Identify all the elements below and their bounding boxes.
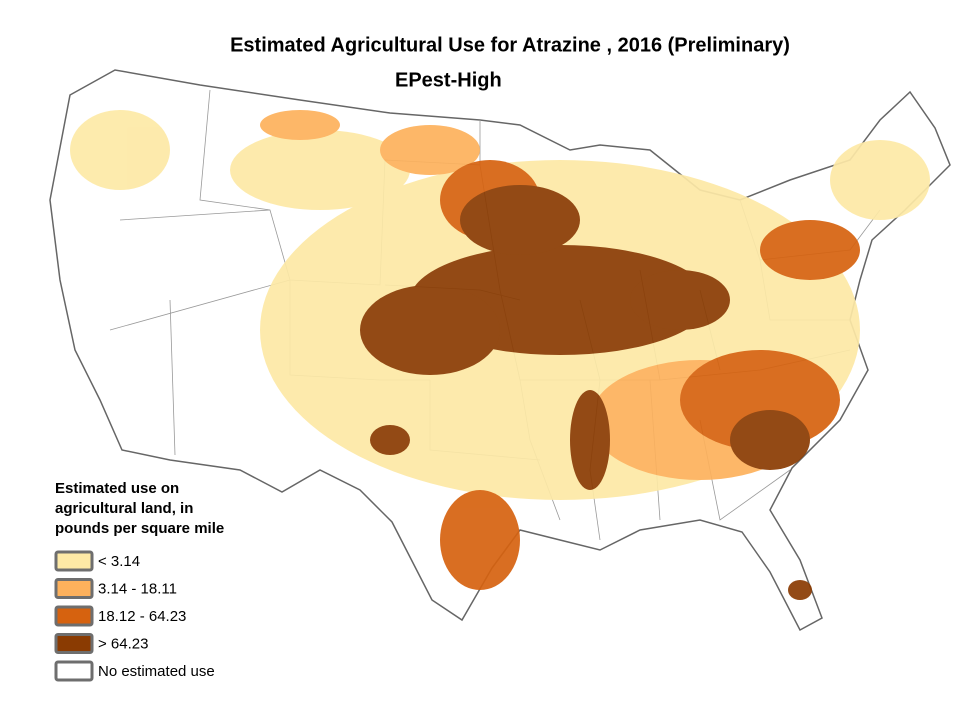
legend-label: 18.12 - 64.23 [98,608,186,625]
use-area [788,580,812,600]
use-area [630,270,730,330]
use-area [460,185,580,255]
legend: Estimated use on agricultural land, in pou… [54,480,224,682]
legend-swatch [54,660,94,682]
legend-label: 3.14 - 18.11 [98,580,177,597]
legend-label: > 64.23 [98,635,148,652]
use-area [760,220,860,280]
legend-swatch [54,605,94,627]
use-area [380,125,480,175]
us-map [49,69,951,632]
use-area [230,130,410,210]
legend-title: Estimated use on [55,480,179,497]
legend-swatch [54,578,94,599]
legend-label: No estimated use [98,663,215,680]
map-subtitle: EPest-High [395,69,502,91]
use-area [730,410,810,470]
legend-title: pounds per square mile [55,520,224,537]
use-area [570,390,610,490]
use-area [260,110,340,140]
legend-label: < 3.14 [98,553,140,570]
legend-swatch [54,633,94,654]
legend-title: agricultural land, in [55,500,193,517]
use-areas [70,110,930,600]
legend-swatch [54,550,94,572]
use-area [830,140,930,220]
map-title: Estimated Agricultural Use for Atrazine … [230,34,790,56]
use-area [360,285,500,375]
use-area [440,490,520,590]
use-area [70,110,170,190]
use-area [370,425,410,455]
